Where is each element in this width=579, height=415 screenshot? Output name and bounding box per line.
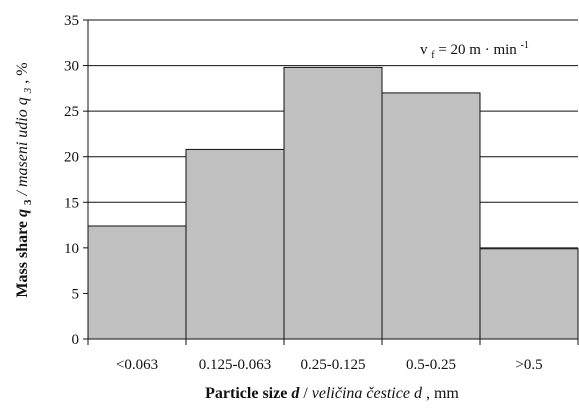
- ylabel-bold: Mass share: [14, 217, 31, 298]
- y-tick-label: 10: [64, 241, 79, 257]
- y-tick-labels: 0 5 10 15 20 25 30 35: [64, 13, 88, 348]
- ylabel-tail: , %: [14, 62, 31, 83]
- xlabel-tail: , mm: [426, 385, 459, 402]
- annotation-var: v: [420, 42, 428, 58]
- ylabel-ivar: q: [14, 97, 31, 105]
- xlabel-var: d: [291, 385, 300, 402]
- y-tick-label: 15: [64, 195, 79, 211]
- annotation-eq: = 20 m · min: [438, 42, 517, 58]
- bar: [479, 248, 579, 340]
- x-tick-label: 0.125-0.063: [199, 357, 272, 373]
- y-tick-label: 20: [64, 150, 79, 166]
- xlabel-bold: Particle size: [205, 385, 291, 402]
- x-tick-label: 0.5-0.25: [406, 357, 456, 373]
- x-tick-label: <0.063: [116, 357, 158, 373]
- bar: [381, 92, 481, 340]
- xlabel-sep: /: [303, 385, 311, 402]
- ylabel-var: q: [14, 209, 31, 217]
- ylabel-isub: 3: [22, 87, 34, 94]
- y-axis-label: Mass share q 3 / maseni udio q 3 , %: [14, 62, 35, 297]
- x-axis-label: Particle size d / veličina čestice d , m…: [205, 385, 459, 402]
- axes: [87, 20, 578, 340]
- bar: [185, 148, 285, 340]
- annotation-speed: v f = 20 m · min -1: [420, 40, 529, 62]
- y-tick-label: 25: [64, 104, 79, 120]
- bars: [87, 66, 579, 340]
- y-tick-label: 35: [64, 13, 79, 29]
- y-tick-label: 0: [72, 332, 80, 348]
- x-tick-label: >0.5: [515, 357, 542, 373]
- annotation-sup: -1: [521, 40, 529, 51]
- ylabel-italic: / maseni udio: [14, 105, 31, 196]
- bar: [283, 66, 383, 340]
- y-tick-label: 5: [72, 286, 80, 302]
- x-tick-label: 0.25-0.125: [301, 357, 366, 373]
- annotation-sub: f: [431, 50, 435, 61]
- xlabel-italic: veličina čestice d: [312, 385, 423, 402]
- bar: [87, 225, 187, 340]
- y-tick-label: 30: [64, 59, 79, 75]
- x-tick-labels: <0.063 0.125-0.063 0.25-0.125 0.5-0.25 >0.5: [87, 339, 579, 373]
- ylabel-sub: 3: [22, 199, 34, 205]
